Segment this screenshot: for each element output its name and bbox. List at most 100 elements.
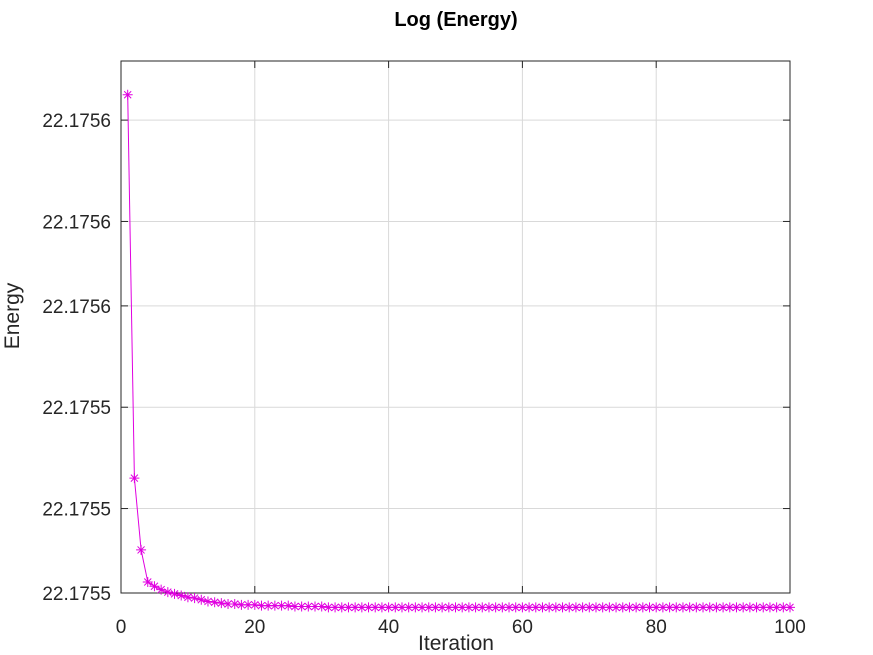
data-point-marker xyxy=(223,598,234,609)
data-point-marker xyxy=(216,598,227,609)
data-point-marker xyxy=(323,602,334,613)
chart-title: Log (Energy) xyxy=(394,9,517,31)
data-point-marker xyxy=(684,602,695,613)
data-point-marker xyxy=(517,602,528,613)
data-point-marker xyxy=(343,602,354,613)
series-line xyxy=(127,94,790,608)
data-point-marker xyxy=(443,602,454,613)
data-point-marker xyxy=(136,544,147,555)
y-axis-label: Energy xyxy=(1,282,24,349)
data-point-marker xyxy=(530,602,541,613)
data-point-marker xyxy=(376,602,387,613)
data-point-marker xyxy=(557,602,568,613)
data-point-marker xyxy=(698,602,709,613)
data-point-marker xyxy=(657,602,668,613)
data-point-marker xyxy=(624,602,635,613)
data-point-marker xyxy=(316,601,327,612)
data-point-marker xyxy=(577,602,588,613)
data-point-marker xyxy=(403,602,414,613)
data-point-marker xyxy=(604,602,615,613)
data-point-marker xyxy=(504,602,515,613)
x-axis-label: Iteration xyxy=(418,632,494,655)
y-tick-label: 22.1755 xyxy=(42,398,111,419)
data-point-marker xyxy=(611,602,622,613)
data-point-marker xyxy=(617,602,628,613)
x-tick-label: 100 xyxy=(774,617,806,638)
data-point-marker xyxy=(149,581,160,592)
data-point-marker xyxy=(751,602,762,613)
data-point-marker xyxy=(691,602,702,613)
data-point-marker xyxy=(176,590,187,601)
data-point-marker xyxy=(336,602,347,613)
data-point-marker xyxy=(564,602,575,613)
data-point-marker xyxy=(738,602,749,613)
data-point-marker xyxy=(704,602,715,613)
series-energy xyxy=(122,89,795,613)
data-point-marker xyxy=(263,600,274,611)
data-point-marker xyxy=(330,602,341,613)
data-point-marker xyxy=(269,600,280,611)
data-point-marker xyxy=(417,602,428,613)
x-axis-ticks: 0 20 40 60 80 100 xyxy=(116,61,806,638)
data-point-marker xyxy=(189,593,200,604)
x-tick-label: 40 xyxy=(378,617,399,638)
data-point-marker xyxy=(283,600,294,611)
data-point-marker xyxy=(423,602,434,613)
data-point-marker xyxy=(537,602,548,613)
data-point-marker xyxy=(256,600,267,611)
data-point-marker xyxy=(778,602,789,613)
y-tick-label: 22.1756 xyxy=(42,212,111,233)
data-point-marker xyxy=(396,602,407,613)
data-point-marker xyxy=(182,592,193,603)
data-point-marker xyxy=(664,602,675,613)
y-tick-label: 22.1755 xyxy=(42,584,111,605)
data-point-marker xyxy=(637,602,648,613)
data-point-marker xyxy=(510,602,521,613)
data-point-marker xyxy=(350,602,361,613)
data-point-marker xyxy=(450,602,461,613)
data-point-marker xyxy=(731,602,742,613)
data-point-marker xyxy=(122,89,133,100)
y-tick-label: 22.1756 xyxy=(42,111,111,132)
data-point-marker xyxy=(758,602,769,613)
data-point-marker xyxy=(410,602,421,613)
data-point-marker xyxy=(544,602,555,613)
data-point-marker xyxy=(156,584,167,595)
y-axis-ticks: 22.1755 22.1755 22.1755 22.1756 22.1756 22.17… xyxy=(42,111,790,605)
data-point-marker xyxy=(142,577,153,588)
data-point-marker xyxy=(718,602,729,613)
data-point-marker xyxy=(437,602,448,613)
data-point-marker xyxy=(524,602,535,613)
data-point-marker xyxy=(671,602,682,613)
plot-frame xyxy=(120,60,791,594)
data-point-marker xyxy=(631,602,642,613)
data-point-marker xyxy=(303,601,314,612)
data-point-marker xyxy=(457,602,468,613)
data-point-marker xyxy=(383,602,394,613)
data-point-marker xyxy=(483,602,494,613)
y-tick-label: 22.1756 xyxy=(42,297,111,318)
data-point-marker xyxy=(162,587,173,598)
x-tick-label: 20 xyxy=(244,617,265,638)
data-point-marker xyxy=(196,594,207,605)
data-point-marker xyxy=(550,602,561,613)
data-point-marker xyxy=(785,602,795,613)
data-point-marker xyxy=(584,602,595,613)
data-point-marker xyxy=(310,601,321,612)
data-point-marker xyxy=(771,602,782,613)
data-point-marker xyxy=(289,601,300,612)
data-point-marker xyxy=(370,602,381,613)
data-point-marker xyxy=(744,602,755,613)
data-point-marker xyxy=(296,601,307,612)
data-point-marker xyxy=(490,602,501,613)
data-point-marker xyxy=(711,602,722,613)
data-point-marker xyxy=(570,602,581,613)
data-point-marker xyxy=(597,602,608,613)
axes xyxy=(120,60,791,594)
data-point-marker xyxy=(363,602,374,613)
data-point-marker xyxy=(651,602,662,613)
x-tick-label: 60 xyxy=(512,617,533,638)
data-point-marker xyxy=(470,602,481,613)
grid-lines xyxy=(121,61,790,593)
data-point-marker xyxy=(477,602,488,613)
